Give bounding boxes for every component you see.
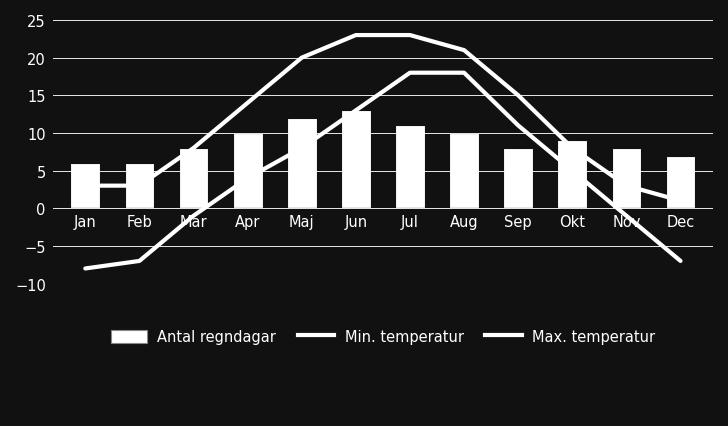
Legend: Antal regndagar, Min. temperatur, Max. temperatur: Antal regndagar, Min. temperatur, Max. t… bbox=[105, 324, 661, 350]
Bar bbox=[287, 118, 317, 209]
Bar bbox=[124, 164, 154, 209]
Bar bbox=[665, 156, 695, 209]
Bar bbox=[449, 134, 479, 209]
Bar bbox=[503, 149, 533, 209]
Bar bbox=[341, 111, 371, 209]
Bar bbox=[612, 149, 641, 209]
Bar bbox=[71, 164, 100, 209]
Bar bbox=[233, 134, 263, 209]
Bar bbox=[395, 126, 425, 209]
Bar bbox=[178, 149, 208, 209]
Bar bbox=[558, 141, 587, 209]
